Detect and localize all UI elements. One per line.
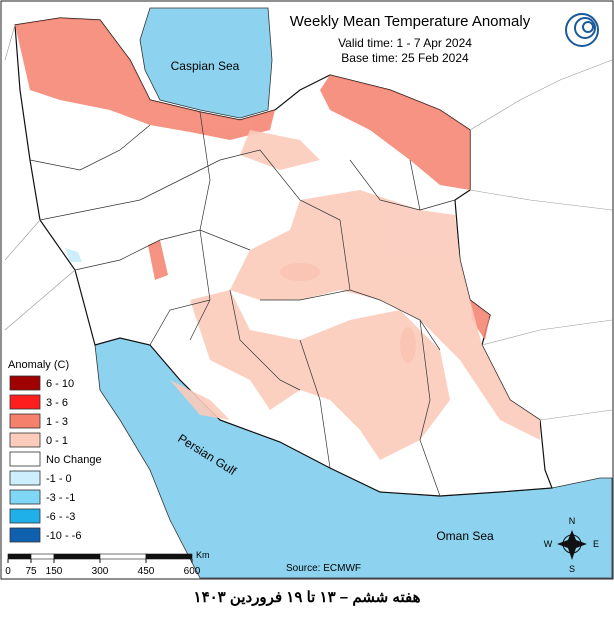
legend-label: 6 - 10 xyxy=(46,378,74,390)
scale-label: 75 xyxy=(25,566,37,577)
scale-segment xyxy=(30,553,55,560)
legend-swatch xyxy=(9,508,41,524)
scale-segment xyxy=(53,553,101,560)
caspian-label: Caspian Sea xyxy=(171,59,240,73)
area-north xyxy=(240,130,320,170)
area-coast xyxy=(170,380,230,420)
scale-label: 600 xyxy=(184,566,201,577)
province-lines xyxy=(29,111,456,497)
source: Source: ECMWF xyxy=(286,563,361,574)
scale-label: 150 xyxy=(46,566,63,577)
compass-s: S xyxy=(569,564,575,574)
scale-segment xyxy=(7,553,32,560)
area-e xyxy=(470,300,490,340)
area-nw xyxy=(15,18,275,140)
legend-swatch xyxy=(9,394,41,410)
legend-label: -3 - -1 xyxy=(46,492,75,504)
scale-label: 450 xyxy=(138,566,155,577)
valid-time: Valid time: 1 - 7 Apr 2024 xyxy=(338,36,472,50)
logo xyxy=(565,13,599,47)
compass-n: N xyxy=(569,516,576,526)
legend-swatch xyxy=(9,432,41,448)
legend-swatch xyxy=(9,470,41,486)
legend-swatch xyxy=(9,413,41,429)
area-south xyxy=(190,290,450,460)
neighbor-lines xyxy=(4,24,613,421)
scale-segment xyxy=(99,553,147,560)
base-time: Base time: 25 Feb 2024 xyxy=(341,51,469,65)
scale-segment xyxy=(145,553,193,560)
legend-label: No Change xyxy=(46,454,102,466)
scale-label: 0 xyxy=(5,566,11,577)
legend-label: 1 - 3 xyxy=(46,416,68,428)
anomaly-neg xyxy=(65,248,82,262)
legend-label: 3 - 6 xyxy=(46,397,68,409)
area-ne xyxy=(320,75,470,190)
caspian-sea xyxy=(139,7,273,119)
legend-label: -6 - -3 xyxy=(46,511,75,523)
legend-swatch xyxy=(9,451,41,467)
legend-swatch xyxy=(9,489,41,505)
caption: هفته ششم – ۱۳ تا ۱۹ فروردین ۱۴۰۳ xyxy=(194,589,421,606)
area-w xyxy=(148,240,168,280)
legend-label: -1 - 0 xyxy=(46,473,72,485)
legend-swatch xyxy=(9,527,41,543)
legend-label: 0 - 1 xyxy=(46,435,68,447)
anomaly-0-1 xyxy=(170,130,540,460)
area-east xyxy=(230,190,540,440)
legend-swatch xyxy=(9,375,41,391)
compass-e: E xyxy=(593,539,599,549)
title: Weekly Mean Temperature Anomaly xyxy=(290,13,531,30)
scale-unit: Km xyxy=(196,550,210,560)
legend-title: Anomaly (C) xyxy=(8,359,69,371)
compass-w: W xyxy=(544,539,553,549)
compass: N E S W xyxy=(544,516,599,574)
legend-label: -10 - -6 xyxy=(46,530,81,542)
scale-label: 300 xyxy=(92,566,109,577)
oman-label: Oman Sea xyxy=(436,529,494,543)
